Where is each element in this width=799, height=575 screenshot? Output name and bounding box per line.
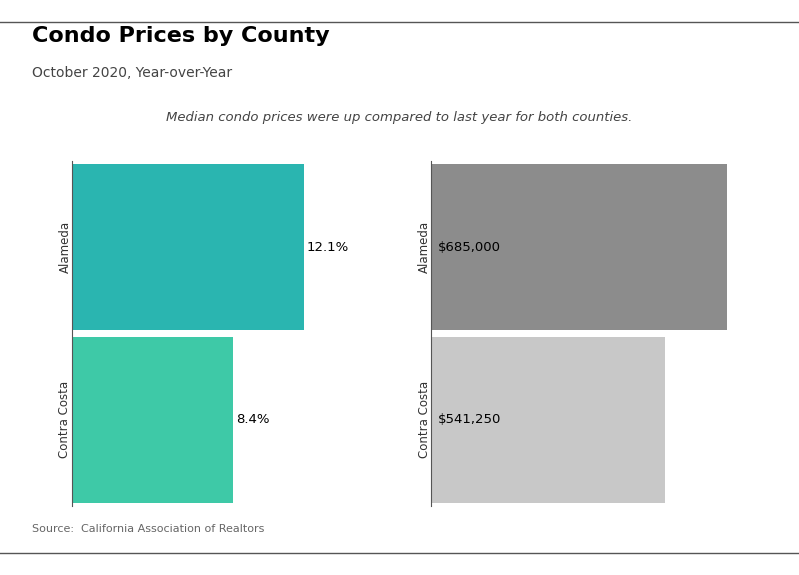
Text: $541,250: $541,250 bbox=[438, 413, 501, 426]
Text: Condo Prices by County: Condo Prices by County bbox=[32, 26, 329, 46]
Text: October 2020, Year-over-Year: October 2020, Year-over-Year bbox=[32, 66, 232, 80]
Bar bbox=[72, 337, 233, 503]
Bar bbox=[431, 164, 727, 330]
Text: Source:  California Association of Realtors: Source: California Association of Realto… bbox=[32, 524, 264, 534]
Text: $685,000: $685,000 bbox=[438, 241, 501, 254]
Bar bbox=[431, 337, 665, 503]
Text: 8.4%: 8.4% bbox=[236, 413, 269, 426]
Text: Median condo prices were up compared to last year for both counties.: Median condo prices were up compared to … bbox=[166, 112, 633, 124]
Bar bbox=[72, 164, 304, 330]
Text: 12.1%: 12.1% bbox=[307, 241, 349, 254]
